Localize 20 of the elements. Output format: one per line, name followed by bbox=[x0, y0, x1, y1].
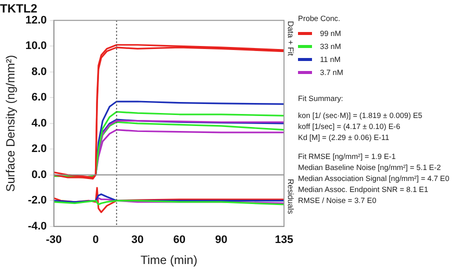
x-tick-label: -30 bbox=[46, 234, 62, 246]
y-tick-label: -4.0 bbox=[28, 220, 47, 232]
x-tick-label: 60 bbox=[173, 234, 186, 246]
y-tick-label: 10.0 bbox=[25, 40, 47, 52]
text: Data + Fit bbox=[286, 20, 295, 57]
y-tick-label: 2.0 bbox=[32, 143, 47, 156]
x-tick-label: 0 bbox=[92, 234, 99, 246]
chart-title: TKTL2 bbox=[0, 2, 38, 16]
y-tick-label: 12.0 bbox=[25, 14, 47, 26]
y-tick-label: 4.0 bbox=[32, 117, 47, 130]
y-tick-label: 0.0 bbox=[32, 168, 47, 181]
x-tick-label: 135 bbox=[274, 234, 294, 246]
x-tick-label: 30 bbox=[131, 234, 144, 246]
text: Residuals bbox=[286, 178, 295, 214]
y-tick-label: 8.0 bbox=[32, 66, 47, 78]
y-tick-label: 6.0 bbox=[32, 92, 47, 104]
x-axis-title: Time (min) bbox=[140, 253, 198, 268]
x-tick-label: 90 bbox=[215, 234, 228, 246]
y-tick-label: -2.0 bbox=[28, 194, 47, 207]
y-axis-title: Surface Density (ng/mm²) bbox=[4, 55, 18, 192]
